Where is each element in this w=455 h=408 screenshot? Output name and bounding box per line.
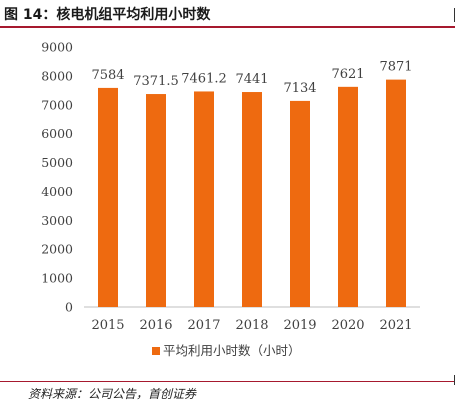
bar [386, 79, 406, 307]
x-tick-label: 2021 [379, 318, 412, 333]
bar [194, 91, 214, 307]
y-tick-label: 3000 [41, 213, 73, 228]
data-label: 7441 [235, 72, 268, 87]
y-tick-label: 9000 [41, 40, 73, 55]
source-note: 资料来源：公司公告，首创证券 [28, 387, 197, 401]
y-tick-label: 7000 [41, 97, 73, 112]
x-tick-label: 2018 [235, 318, 268, 333]
y-tick-label: 0 [65, 300, 73, 315]
x-tick-label: 2020 [331, 318, 364, 333]
legend-swatch [152, 347, 160, 355]
x-tick-label: 2017 [187, 318, 220, 333]
legend-label: 平均利用小时数（小时） [163, 343, 301, 358]
bar [338, 86, 358, 308]
bar [146, 94, 166, 307]
y-tick-label: 4000 [41, 184, 73, 199]
data-label: 7371.5 [133, 74, 179, 89]
bar-chart: 0 1000 2000 3000 4000 5000 6000 7000 8000 9000 758… [41, 40, 420, 358]
bar [98, 87, 118, 307]
header-divider [0, 26, 455, 28]
y-tick-label: 6000 [41, 126, 73, 141]
bar [290, 100, 310, 307]
data-label: 7621 [331, 67, 364, 82]
x-tick-label: 2015 [91, 318, 124, 333]
data-label: 7461.2 [181, 71, 227, 86]
y-tick-label: 1000 [41, 271, 73, 286]
x-tick-label: 2019 [283, 318, 316, 333]
data-label: 7134 [283, 81, 316, 96]
data-label: 7871 [379, 60, 412, 75]
footer-divider [0, 381, 455, 382]
x-tick-label: 2016 [139, 318, 172, 333]
bar [242, 92, 262, 307]
y-tick-label: 8000 [41, 68, 73, 83]
y-tick-label: 5000 [41, 155, 73, 170]
figure-header: 图 14：核电机组平均利用小时数 [0, 0, 455, 28]
chart-area: 0 1000 2000 3000 4000 5000 6000 7000 8000 9000 758… [0, 30, 455, 375]
data-label: 7584 [91, 68, 124, 83]
y-tick-label: 2000 [41, 242, 73, 257]
figure-title: 图 14：核电机组平均利用小时数 [4, 7, 211, 23]
